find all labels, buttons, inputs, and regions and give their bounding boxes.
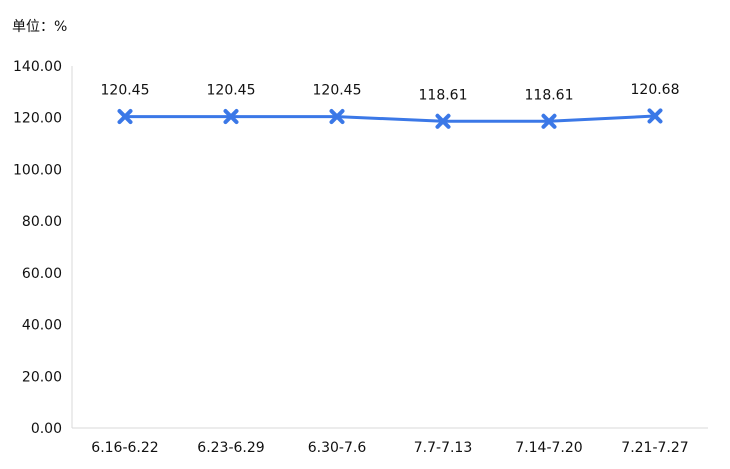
x-tick-label: 7.14-7.20 — [515, 440, 582, 456]
data-label: 118.61 — [419, 87, 468, 103]
data-point-marker — [435, 113, 451, 129]
data-point-marker — [329, 109, 345, 125]
x-tick-label: 6.16-6.22 — [91, 440, 158, 456]
data-point-marker — [647, 108, 663, 124]
data-label: 120.45 — [313, 83, 362, 99]
x-tick-label: 7.21-7.27 — [621, 440, 688, 456]
data-label: 118.61 — [525, 87, 574, 103]
x-tick-label: 6.30-7.6 — [308, 440, 367, 456]
y-tick-label: 120.00 — [13, 111, 62, 127]
y-tick-label: 40.00 — [22, 318, 62, 334]
y-tick-label: 0.00 — [31, 421, 62, 437]
data-point-marker — [541, 113, 557, 129]
y-tick-label: 100.00 — [13, 162, 62, 178]
x-tick-label: 6.23-6.29 — [197, 440, 264, 456]
data-label: 120.45 — [207, 83, 256, 99]
y-tick-label: 140.00 — [13, 59, 62, 75]
y-tick-label: 20.00 — [22, 369, 62, 385]
y-tick-label: 80.00 — [22, 214, 62, 230]
x-tick-label: 7.7-7.13 — [414, 440, 473, 456]
data-point-marker — [223, 109, 239, 125]
unit-label: 单位：% — [12, 19, 68, 35]
series-line — [123, 114, 657, 123]
data-label: 120.45 — [101, 83, 150, 99]
y-tick-label: 60.00 — [22, 266, 62, 282]
data-point-marker — [117, 109, 133, 125]
data-label: 120.68 — [631, 82, 680, 98]
